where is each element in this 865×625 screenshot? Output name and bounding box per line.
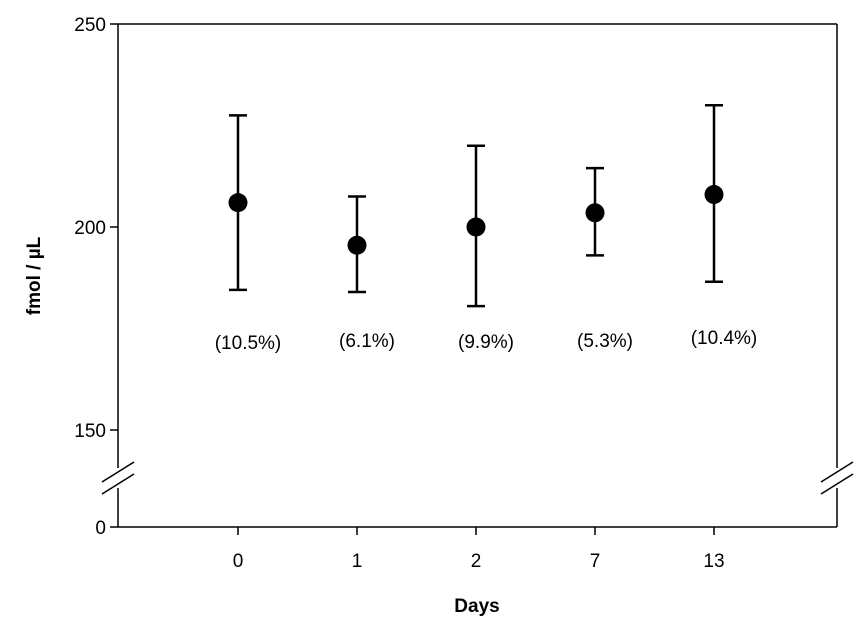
data-point: [347, 235, 367, 255]
x-tick-label: 2: [471, 551, 482, 572]
y-tick-label: 250: [74, 15, 106, 36]
y-axis: 0 150 200 250: [74, 15, 118, 539]
cv-label: (6.1%): [339, 331, 395, 352]
x-tick-label: 1: [352, 551, 363, 572]
data-point: [704, 185, 724, 205]
cv-label: (5.3%): [577, 331, 633, 352]
x-axis-title: Days: [454, 596, 499, 617]
x-axis: 0 1 2 7 13: [233, 527, 725, 572]
axis-break-mark-right: [820, 473, 854, 495]
plot-frame: [101, 23, 854, 528]
data-point: [466, 217, 486, 237]
data-point: [228, 193, 248, 213]
axis-break-mark-left: [101, 461, 135, 483]
axis-break-mark-left: [101, 473, 135, 495]
x-tick-label: 7: [590, 551, 601, 572]
cv-label: (10.4%): [691, 328, 758, 349]
data-series: (10.5%) (6.1%) (9.9%) (5.3%) (10.4%): [215, 103, 758, 354]
y-tick-label: 0: [95, 518, 106, 539]
cv-label: (10.5%): [215, 333, 282, 354]
x-tick-label: 0: [233, 551, 244, 572]
data-point: [585, 203, 605, 223]
y-tick-label: 200: [74, 218, 106, 239]
x-tick-label: 13: [703, 551, 724, 572]
cv-label: (9.9%): [458, 332, 514, 353]
y-tick-label: 150: [74, 421, 106, 442]
axis-break-mark-right: [820, 461, 854, 483]
y-axis-title: fmol / µL: [24, 236, 45, 315]
